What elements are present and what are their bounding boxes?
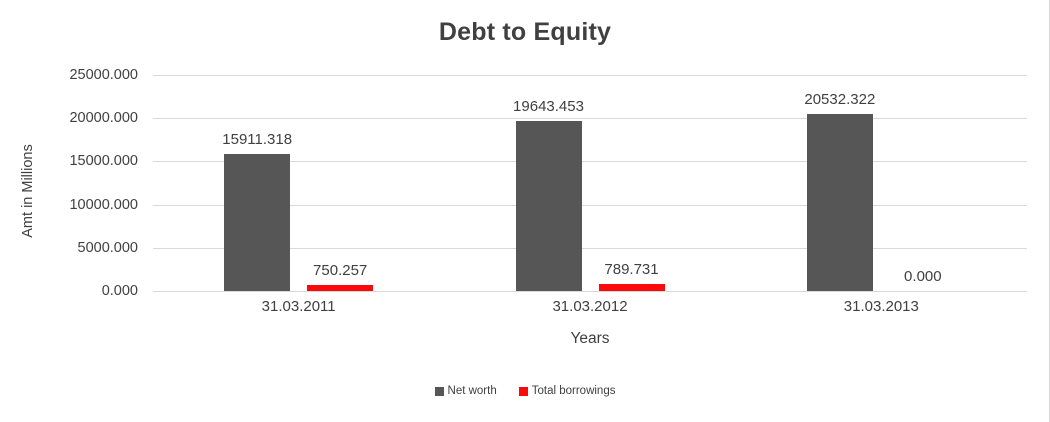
x-axis-category-labels: 31.03.2011 31.03.2012 31.03.2013 — [153, 298, 1027, 324]
gridline — [153, 247, 1027, 249]
gridline — [153, 161, 1027, 163]
y-axis-tick-label: 5000.000 — [77, 239, 138, 256]
bar-networth-1[interactable] — [515, 121, 582, 291]
plot-area: 15911.318 750.257 19643.453 789.731 20532.32… — [153, 75, 1027, 292]
data-label-networth-2: 20532.322 — [804, 90, 876, 108]
chart-title: Debt to Equity — [438, 18, 612, 46]
x-axis-category-label: 31.03.2012 — [552, 298, 628, 315]
legend-item-borrow[interactable]: Total borrowings — [518, 385, 616, 397]
y-axis-tick-labels: 0.000 5000.000 10000.000 15000.000 20000.000… — [0, 67, 146, 299]
gridline — [153, 118, 1027, 120]
x-axis-category-label: 31.03.2013 — [843, 298, 919, 315]
legend-label: Net worth — [447, 385, 497, 397]
legend-item-networth[interactable]: Net worth — [434, 385, 497, 397]
bar-borrow-1[interactable] — [598, 284, 665, 291]
bar-networth-0[interactable] — [224, 153, 291, 291]
y-axis-tick-label: 0.000 — [101, 283, 138, 299]
y-axis-tick-label: 10000.000 — [69, 196, 138, 213]
bar-networth-2[interactable] — [806, 113, 873, 291]
y-axis-tick-label: 15000.000 — [69, 153, 138, 170]
data-label-networth-0: 15911.318 — [222, 130, 293, 148]
gridline — [153, 75, 1027, 76]
y-axis-tick-label: 20000.000 — [69, 110, 138, 127]
legend-label: Total borrowings — [531, 385, 616, 397]
data-label-borrow-2: 0.000 — [904, 268, 942, 285]
legend-swatch-icon — [518, 386, 528, 396]
gridline — [153, 204, 1027, 206]
gridline — [153, 291, 1027, 292]
data-label-networth-1: 19643.453 — [513, 98, 584, 116]
y-axis-tick-label: 25000.000 — [69, 67, 138, 83]
x-axis-title: Years — [570, 330, 610, 347]
data-label-borrow-0: 750.257 — [313, 261, 368, 279]
chart-legend: Net worth Total borrowings — [0, 385, 1050, 397]
legend-swatch-icon — [434, 386, 444, 396]
data-label-borrow-1: 789.731 — [604, 261, 659, 279]
bar-borrow-0[interactable] — [307, 284, 374, 291]
x-axis-category-label: 31.03.2011 — [261, 298, 336, 315]
